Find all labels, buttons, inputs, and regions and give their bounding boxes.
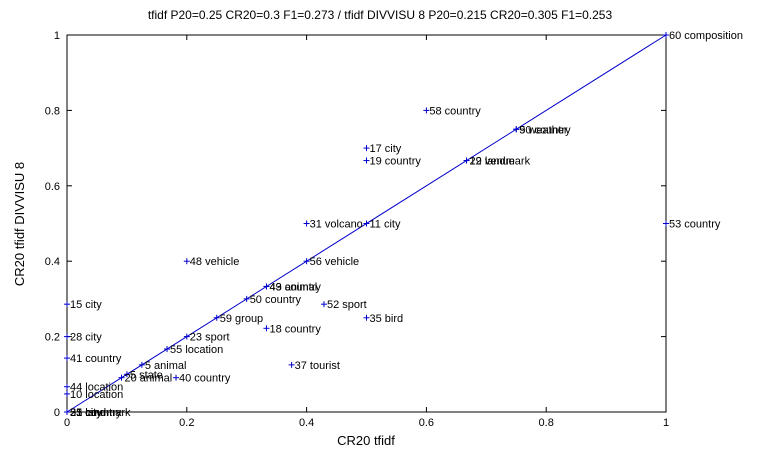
point-label: 53 country bbox=[669, 219, 721, 231]
data-point bbox=[138, 361, 145, 368]
data-point bbox=[663, 220, 669, 227]
point-label: 11 city bbox=[370, 219, 401, 231]
x-tick-label: 0.4 bbox=[299, 417, 314, 429]
point-label: 21 landmark bbox=[70, 407, 131, 419]
point-label: 5 animal bbox=[145, 360, 187, 372]
data-point bbox=[423, 107, 430, 114]
y-axis-label: CR20 tfidf DIVVISU 8 bbox=[12, 162, 27, 286]
point-label: 25 city bbox=[70, 407, 102, 419]
x-tick-label: 0 bbox=[64, 417, 70, 429]
point-label: 60 composition bbox=[669, 30, 743, 42]
point-label: 15 city bbox=[70, 299, 102, 311]
x-tick-label: 1 bbox=[663, 417, 669, 429]
data-point bbox=[463, 157, 470, 164]
data-point bbox=[263, 325, 270, 332]
point-label: 19 country bbox=[370, 156, 422, 168]
y-tick-label: 1 bbox=[54, 30, 60, 42]
y-tick-label: 0.4 bbox=[45, 256, 60, 268]
data-point bbox=[118, 374, 125, 381]
point-label: 28 city bbox=[70, 332, 102, 344]
point-label: 10 location bbox=[70, 389, 123, 401]
data-point bbox=[363, 314, 370, 321]
point-label: 43 country bbox=[269, 281, 321, 293]
y-tick-label: 0.8 bbox=[45, 105, 60, 117]
data-points bbox=[64, 32, 669, 415]
data-point bbox=[363, 145, 370, 152]
point-label: 20 animal bbox=[125, 373, 173, 385]
point-label: 40 country bbox=[179, 373, 231, 385]
point-label: 44 location bbox=[70, 382, 123, 394]
point-label: 35 bird bbox=[370, 313, 404, 325]
data-point bbox=[243, 295, 250, 302]
data-point bbox=[303, 258, 310, 265]
data-point bbox=[164, 346, 171, 353]
point-label: 55 location bbox=[170, 344, 223, 356]
point-label: 37 tourist bbox=[295, 360, 340, 372]
data-point bbox=[64, 390, 70, 397]
data-point bbox=[303, 220, 310, 227]
y-tick-label: 0.2 bbox=[45, 332, 60, 344]
point-label: 9 weather bbox=[519, 124, 568, 136]
point-label: 50 country bbox=[250, 294, 302, 306]
data-point bbox=[64, 301, 70, 308]
point-label: 56 vehicle bbox=[310, 256, 360, 268]
point-label: 41 country bbox=[70, 353, 122, 365]
data-point bbox=[183, 333, 190, 340]
point-label: 59 group bbox=[220, 313, 263, 325]
data-point bbox=[363, 157, 370, 164]
data-point bbox=[64, 409, 70, 415]
point-label: 58 country bbox=[429, 105, 481, 117]
data-point bbox=[123, 371, 130, 378]
point-label: 31 volcano bbox=[310, 219, 363, 231]
data-point bbox=[64, 333, 70, 340]
point-label: 19 venue bbox=[470, 156, 515, 168]
point-label: 5 state bbox=[130, 369, 163, 381]
data-point bbox=[663, 32, 669, 38]
data-point bbox=[513, 126, 520, 133]
data-point bbox=[320, 301, 327, 308]
plot-axes: 0 0.2 0.4 0.6 0.8 1 0 0.2 0.4 0.6 0.8 1 bbox=[45, 30, 669, 429]
x-tick-label: 0.2 bbox=[179, 417, 194, 429]
x-tick-label: 0.8 bbox=[539, 417, 554, 429]
data-point bbox=[213, 314, 220, 321]
y-tick-label: 0 bbox=[54, 407, 60, 419]
data-point bbox=[64, 383, 70, 390]
point-label: 48 vehicle bbox=[190, 256, 240, 268]
data-point bbox=[263, 283, 270, 290]
point-label: 18 country bbox=[269, 323, 321, 335]
x-tick-label: 0.6 bbox=[419, 417, 434, 429]
data-point bbox=[363, 220, 370, 227]
y-tick-label: 0.6 bbox=[45, 181, 60, 193]
point-label: 22 landmark bbox=[470, 156, 531, 168]
data-point bbox=[64, 355, 70, 362]
point-label: 17 city bbox=[370, 143, 402, 155]
chart-title: tfidf P20=0.25 CR20=0.3 F1=0.273 / tfidf… bbox=[148, 8, 613, 22]
point-label: 23 sport bbox=[190, 332, 230, 344]
point-label: 49 animal bbox=[269, 281, 317, 293]
point-label: 33 city bbox=[70, 407, 102, 419]
data-point bbox=[183, 258, 190, 265]
point-label: 51 country bbox=[70, 407, 122, 419]
data-point bbox=[173, 374, 180, 381]
data-point bbox=[288, 361, 295, 368]
x-axis-label: CR20 tfidf bbox=[337, 433, 395, 448]
point-label: 50 country bbox=[519, 124, 571, 136]
point-label: 52 sport bbox=[327, 299, 367, 311]
